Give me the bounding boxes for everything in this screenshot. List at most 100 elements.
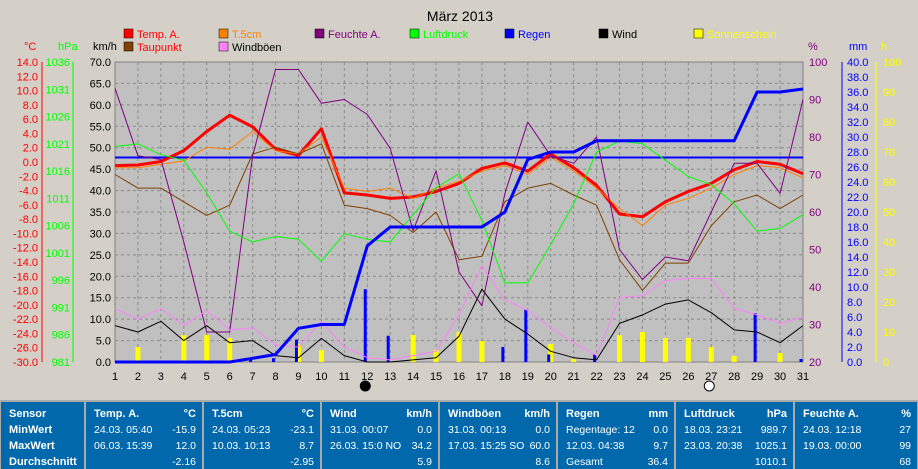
stats-value-row: 10.03. 10:13 8.7: [212, 440, 314, 452]
y-tick-label-rain: 32.0: [847, 117, 868, 129]
stats-block-header: Regen: [566, 408, 600, 420]
y-tick-label-rain: 22.0: [847, 192, 868, 204]
stats-value-row: 24.03. 05:23 -23.1: [212, 424, 314, 436]
y-tick-label-pressure: 996: [52, 275, 70, 287]
stats-value: 5.9: [417, 456, 432, 468]
daily-rain-bar: [363, 289, 367, 362]
y-tick-label-sun: 100: [883, 57, 901, 69]
stats-value-time: 12.03. 04:38: [566, 440, 625, 452]
stats-value: 8.6: [535, 456, 550, 468]
y-tick-label-temp: 0.0: [23, 157, 38, 169]
x-tick-label: 31: [797, 371, 809, 383]
stats-value-row: Regentage: 12 0.0: [566, 424, 668, 436]
y-tick-label-rain: 30.0: [847, 132, 868, 144]
legend-swatch: [218, 41, 229, 52]
y-tick-label-rain: 10.0: [847, 282, 868, 294]
stats-value-row: 8.6: [448, 456, 550, 468]
y-tick-label-wind: 40.0: [90, 186, 111, 198]
axis-unit-labels: °C hPa km/h% mm h: [24, 41, 887, 53]
y-tick-label-rain: 34.0: [847, 102, 868, 114]
daily-rain-bar: [386, 335, 390, 362]
series-line: [114, 265, 804, 361]
stats-block: Windböen km/h 31.03. 00:13 0.0 17.03. 15:25 …: [440, 402, 556, 469]
stats-value: 99: [899, 440, 911, 452]
x-tick-label: 24: [636, 371, 648, 383]
daily-rain-bar: [547, 354, 551, 362]
stats-value-row: 31.03. 00:13 0.0: [448, 424, 550, 436]
stats-value: 34.2: [411, 440, 432, 452]
stats-value: 1025.1: [754, 440, 787, 452]
stats-row-label: MinWert: [9, 424, 53, 436]
y-tick-label-pressure: 1036: [46, 57, 70, 69]
y-tick-label-humidity: 60: [809, 207, 821, 219]
stats-value-time: 24.03. 12:18: [803, 424, 862, 436]
sunshine-bar: [456, 332, 462, 362]
stats-block-header: Luftdruck: [684, 408, 735, 420]
stats-value-row: 24.03. 12:18 27: [803, 424, 911, 436]
stats-block: Luftdruck hPa 18.03. 23:21 989.7 23.03. 20:3…: [676, 402, 793, 469]
y-tick-label-rain: 18.0: [847, 222, 868, 234]
stats-block: Wind km/h 31.03. 00:07 0.0 26.03. 15:0 NO 34.…: [322, 402, 438, 469]
x-tick-label: 20: [545, 371, 557, 383]
y-tick-label-sun: 70: [883, 147, 895, 159]
stats-value-row: 18.03. 23:21 989.7: [684, 424, 787, 436]
axis-unit-humidity: %: [808, 41, 818, 53]
stats-block: Regen mm Regentage: 12 0.0 12.03. 04:38 9.7 Ge…: [558, 402, 674, 469]
legend-label: Sonnenschein: [707, 29, 777, 41]
daily-rain-bar: [501, 347, 505, 362]
sunshine-bar: [708, 347, 714, 362]
legend-swatch: [693, 28, 704, 39]
stats-block-unit: km/h: [524, 408, 550, 420]
y-tick-label-humidity: 40: [809, 282, 821, 294]
y-tick-label-rain: 2.0: [847, 342, 862, 354]
stats-value-time: 26.03. 15:0 NO: [330, 440, 402, 452]
full-moon-icon: [703, 380, 715, 392]
x-tick-label: 9: [295, 371, 301, 383]
y-tick-label-temp: -8.0: [19, 214, 38, 226]
y-tick-label-wind: 0.0: [96, 357, 111, 369]
stats-value-time: Gesamt: [566, 456, 603, 468]
y-tick-label-temp: 8.0: [23, 100, 38, 112]
x-tick-label: 8: [272, 371, 278, 383]
y-tick-label-wind: 15.0: [90, 293, 111, 305]
daily-rain-bar: [524, 309, 528, 362]
y-tick-label-temp: 14.0: [17, 57, 38, 69]
stats-row-label: Durchschnitt: [9, 456, 77, 468]
x-tick-label: 11: [339, 371, 350, 383]
y-tick-label-wind: 20.0: [90, 271, 111, 283]
stats-block: Temp. A. °C 24.03. 05:40 -15.9 06.03. 15:39 1…: [86, 402, 202, 469]
y-tick-label-wind: 35.0: [90, 207, 111, 219]
stats-value: 8.7: [299, 440, 314, 452]
stats-value-row: 1010.1: [684, 456, 787, 468]
stats-block-unit: °C: [301, 408, 314, 420]
moon-phase-markers: [359, 380, 715, 392]
axis-unit-pressure: hPa: [58, 41, 78, 53]
stats-value: 60.0: [529, 440, 550, 452]
y-tick-label-rain: 16.0: [847, 237, 868, 249]
y-tick-label-temp: -12.0: [13, 243, 38, 255]
legend-label: T.5cm: [232, 29, 261, 41]
x-tick-label: 27: [705, 371, 717, 383]
stats-value-row: 12.03. 04:38 9.7: [566, 440, 668, 452]
legend-swatch: [504, 28, 515, 39]
y-tick-label-wind: 45.0: [90, 164, 111, 176]
stats-value-row: 24.03. 05:40 -15.9: [94, 424, 196, 436]
x-tick-label: 13: [384, 371, 396, 383]
y-tick-label-humidity: 20: [809, 357, 821, 369]
daily-rain-bar: [593, 354, 597, 362]
daily-rain-bar: [294, 339, 298, 362]
x-tick-label: 14: [407, 371, 419, 383]
daily-rain-bar: [753, 313, 757, 362]
stats-block-unit: °C: [183, 408, 196, 420]
legend-label: Taupunkt: [137, 42, 182, 54]
sunshine-bar: [571, 359, 577, 362]
x-tick-label: 4: [181, 371, 187, 383]
stats-block-header: T.5cm: [212, 408, 243, 420]
stats-value-time: 31.03. 00:13: [448, 424, 507, 436]
legend-label: Regen: [518, 29, 550, 41]
axis-unit-temp: °C: [24, 41, 36, 53]
legend-label: Temp. A.: [137, 29, 180, 41]
y-tick-label-humidity: 80: [809, 132, 821, 144]
sunshine-bar: [685, 338, 691, 362]
stats-value: 9.7: [653, 440, 668, 452]
